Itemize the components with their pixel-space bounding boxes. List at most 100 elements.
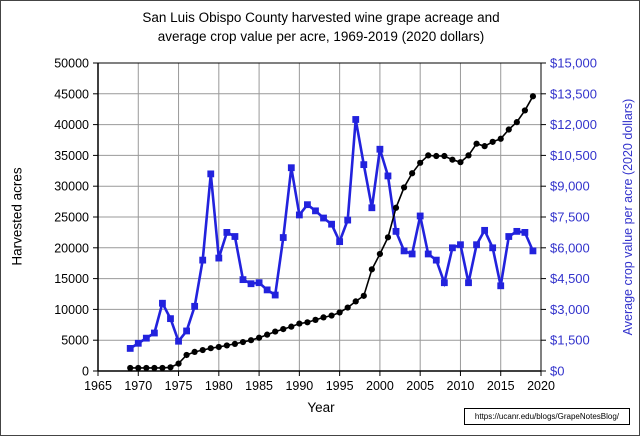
data-point-marker: [489, 138, 496, 145]
data-point-marker: [416, 212, 424, 220]
chart-title: San Luis Obispo County harvested wine gr…: [1, 8, 639, 46]
data-point-marker: [255, 334, 263, 341]
x-tick-label: 1995: [326, 379, 354, 393]
data-point-marker: [231, 340, 239, 347]
x-tick-label: 1985: [245, 379, 273, 393]
y-right-tick-label: $9,000: [550, 179, 590, 194]
y-right-tick-label: $10,500: [550, 148, 597, 163]
data-point-marker: [320, 314, 327, 321]
y-right-tick-label: $0: [550, 364, 564, 379]
data-point-marker: [183, 327, 190, 335]
data-point-marker: [336, 238, 344, 246]
data-point-marker: [167, 315, 174, 323]
x-tick-label: 2005: [406, 379, 434, 393]
data-point-marker: [263, 286, 271, 294]
data-point-marker: [159, 364, 166, 372]
data-point-marker: [271, 291, 279, 299]
data-point-marker: [392, 227, 400, 235]
data-point-marker: [384, 234, 392, 241]
data-point-marker: [279, 234, 287, 241]
data-point-marker: [167, 364, 174, 371]
data-point-marker: [529, 93, 537, 100]
data-point-marker: [505, 233, 513, 240]
data-point-marker: [288, 323, 295, 330]
y-right-tick-label: $7,500: [550, 210, 590, 225]
data-point-marker: [328, 312, 335, 319]
data-point-marker: [449, 244, 456, 252]
data-point-marker: [328, 220, 335, 228]
data-point-marker: [529, 247, 537, 255]
data-point-marker: [473, 140, 480, 147]
y-axis-ticks-right: $0 $1,500 $3,000 $4,500 $6,000 $7,500 $9,000 $1…: [541, 56, 597, 379]
y-left-tick-label: 0: [82, 365, 89, 379]
data-point-marker: [425, 152, 432, 159]
y-left-tick-label: 5000: [61, 334, 89, 348]
x-tick-label: 1975: [165, 379, 193, 393]
acreage-series: [127, 93, 537, 372]
data-point-marker: [409, 170, 416, 177]
x-axis-label: Year: [307, 400, 335, 415]
data-point-marker: [134, 339, 142, 347]
x-tick-label: 2000: [366, 379, 394, 393]
data-point-marker: [376, 145, 384, 153]
data-point-marker: [127, 364, 134, 372]
data-point-marker: [384, 172, 392, 180]
data-point-marker: [521, 229, 529, 236]
data-point-marker: [344, 216, 352, 224]
data-point-marker: [126, 345, 134, 352]
data-point-marker: [207, 170, 215, 178]
data-point-marker: [191, 302, 199, 310]
y-left-tick-label: 25000: [54, 211, 89, 225]
data-point-marker: [441, 152, 448, 160]
data-point-marker: [400, 247, 408, 255]
data-point-marker: [497, 135, 504, 142]
y-right-tick-label: $6,000: [550, 240, 590, 255]
data-point-marker: [440, 279, 448, 287]
x-tick-label: 2020: [527, 379, 555, 393]
data-point-marker: [336, 309, 343, 316]
x-tick-label: 1970: [124, 379, 152, 393]
data-point-marker: [497, 282, 505, 290]
data-point-marker: [207, 345, 214, 352]
data-point-marker: [457, 241, 464, 249]
x-tick-label: 1965: [84, 379, 112, 393]
data-point-marker: [376, 250, 384, 258]
data-point-marker: [199, 256, 207, 264]
x-tick-label: 2015: [487, 379, 515, 393]
data-point-marker: [247, 337, 255, 344]
data-point-marker: [489, 244, 497, 252]
data-point-marker: [352, 116, 360, 123]
data-point-marker: [368, 266, 375, 273]
y-right-tick-label: $15,000: [550, 56, 597, 71]
data-point-marker: [231, 233, 239, 240]
data-point-marker: [135, 364, 142, 372]
data-point-marker: [320, 214, 327, 222]
data-point-marker: [223, 229, 231, 236]
value-series: [126, 116, 537, 352]
data-point-marker: [481, 226, 489, 234]
x-tick-label: 1990: [285, 379, 313, 393]
data-point-marker: [457, 159, 464, 166]
y-left-tick-label: 30000: [54, 180, 89, 194]
y-left-tick-label: 45000: [54, 87, 89, 101]
chart-title-line1: San Luis Obispo County harvested wine gr…: [142, 10, 500, 25]
x-tick-label: 1980: [205, 379, 233, 393]
y-right-tick-label: $4,500: [550, 271, 590, 286]
data-point-marker: [521, 107, 528, 114]
y-left-tick-label: 20000: [54, 241, 89, 255]
data-point-marker: [400, 184, 408, 191]
data-point-marker: [408, 250, 416, 258]
data-point-marker: [239, 276, 247, 284]
data-point-marker: [481, 143, 488, 150]
data-point-marker: [199, 346, 206, 354]
y-left-tick-label: 40000: [54, 118, 89, 132]
data-point-marker: [465, 279, 472, 287]
data-point-marker: [280, 326, 287, 333]
data-point-marker: [417, 159, 424, 166]
data-point-marker: [312, 316, 319, 323]
data-point-marker: [175, 360, 182, 367]
data-point-marker: [513, 227, 521, 235]
data-point-marker: [191, 348, 198, 356]
data-point-marker: [159, 299, 166, 307]
